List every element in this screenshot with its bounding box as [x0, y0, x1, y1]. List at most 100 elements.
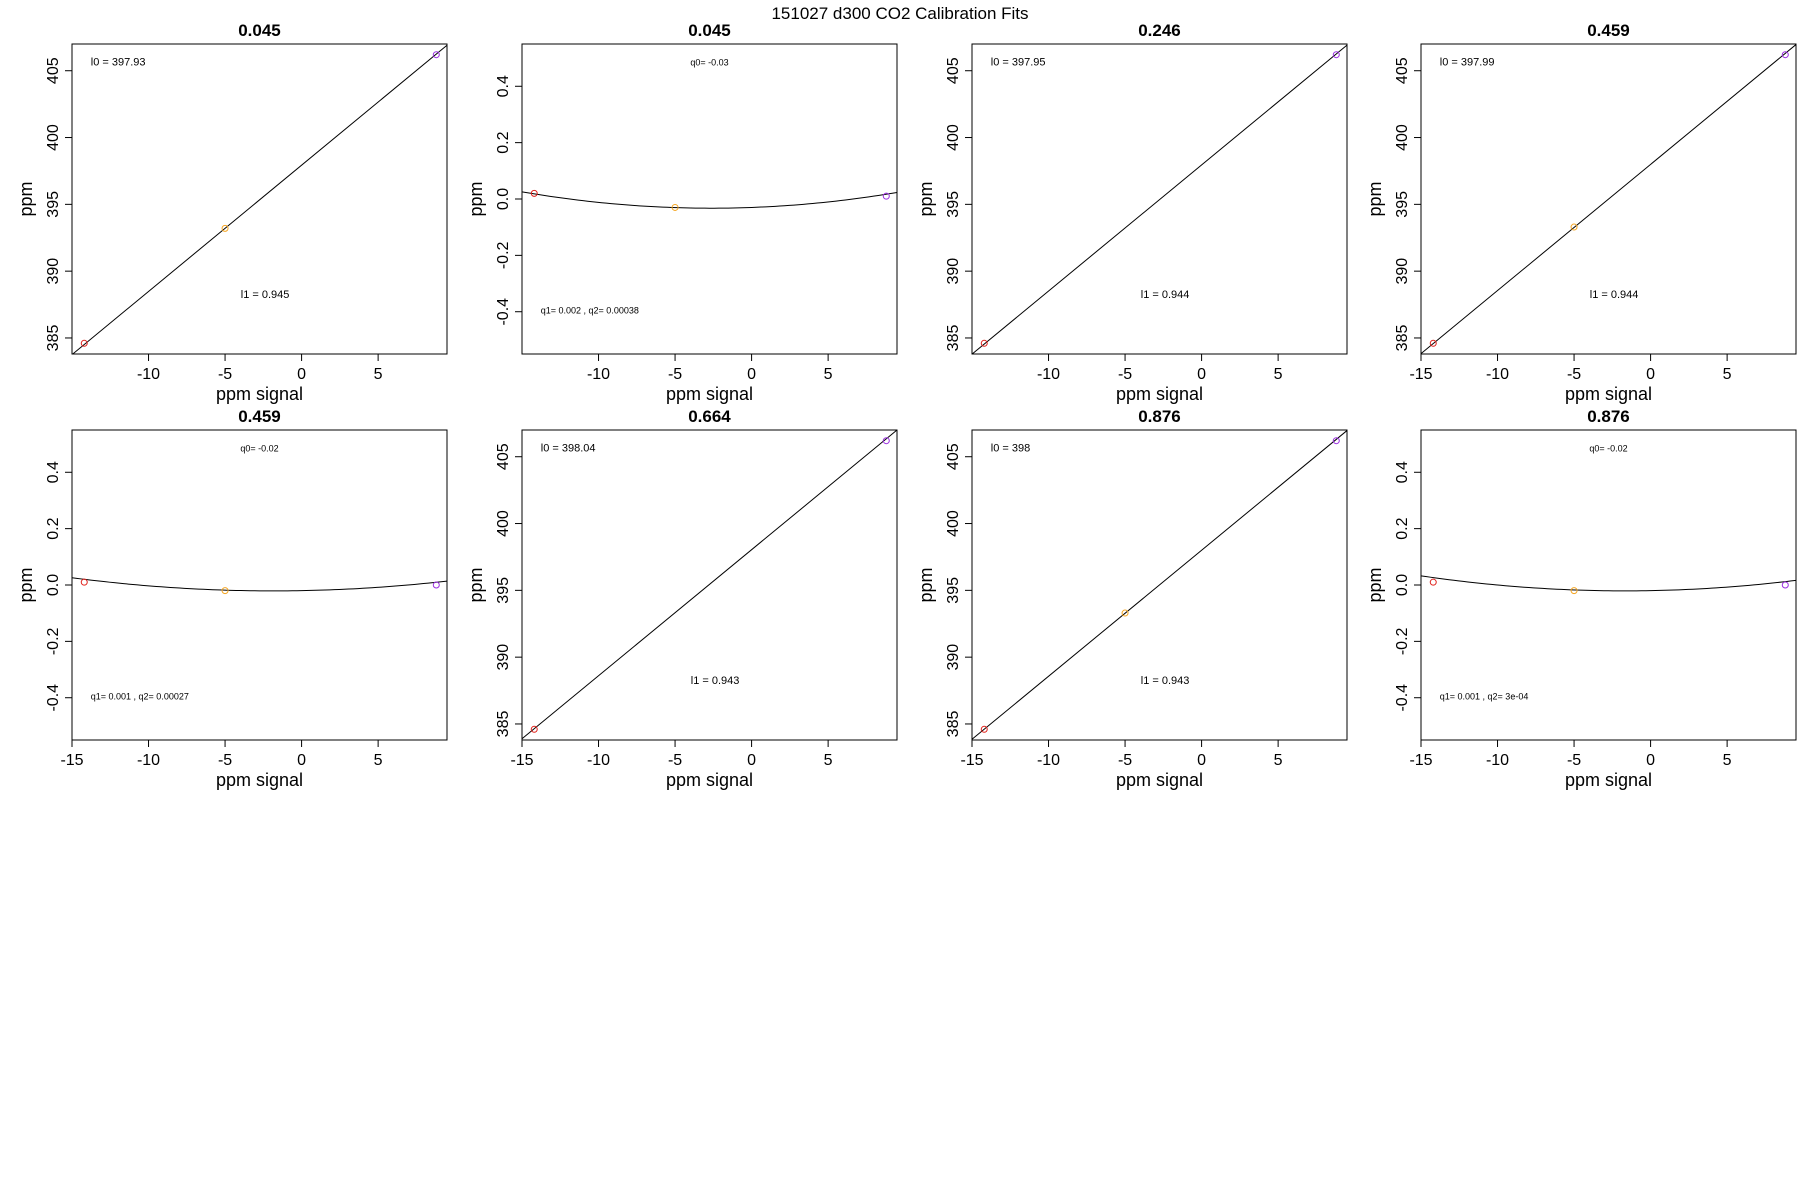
y-tick-label: 395: [945, 577, 962, 604]
data-point: [1429, 339, 1437, 347]
data-point: [1429, 578, 1437, 586]
fit-annotation: l0 = 398.04: [541, 443, 596, 455]
x-tick-label: 5: [374, 752, 383, 769]
fit-annotation: q1= 0.002 , q2= 0.00038: [541, 306, 639, 316]
fit-group: [972, 44, 1347, 354]
data-point: [671, 203, 679, 211]
y-tick-label: 400: [945, 510, 962, 537]
fit-annotation: q0= -0.02: [1589, 444, 1627, 454]
plot-frame: [1420, 43, 1797, 355]
x-tick-label: -5: [668, 752, 682, 769]
panel-7: 0.876 -15 -10 -5 0 5 385 390 395 400 405 ppm signal…: [916, 407, 1348, 790]
y-tick-label: -0.4: [45, 684, 62, 712]
fit-annotation: q0= -0.03: [690, 58, 728, 68]
x-tick-label: -10: [587, 752, 610, 769]
plot-frame: [71, 43, 448, 355]
x-tick-label: 0: [1646, 366, 1655, 383]
fit-group: [72, 577, 447, 592]
fit-annotation: l1 = 0.943: [691, 675, 740, 687]
data-point: [882, 192, 890, 200]
data-point: [221, 587, 229, 595]
fit-annotation: l1 = 0.944: [1141, 289, 1190, 301]
panel-title: 0.664: [688, 407, 731, 426]
fit-line: [1421, 44, 1796, 354]
y-axis-label: ppm: [1365, 567, 1385, 602]
main-title: 151027 d300 CO2 Calibration Fits: [771, 4, 1028, 23]
y-tick-label: 0.2: [45, 517, 62, 539]
panels: 0.045 -10 -5 0 5 385 390 395 400 405 ppm signal ppm…: [16, 21, 1797, 790]
x-tick-label: 5: [1723, 366, 1732, 383]
x-tick-label: 5: [374, 366, 383, 383]
y-tick-label: 400: [945, 124, 962, 151]
data-point: [1121, 609, 1129, 617]
y-tick-label: 385: [45, 325, 62, 352]
y-tick-label: -0.4: [495, 298, 512, 326]
y-tick-label: 395: [495, 577, 512, 604]
panel-title: 0.246: [1138, 21, 1181, 40]
x-tick-label: -5: [1567, 752, 1581, 769]
y-tick-label: 390: [945, 644, 962, 671]
y-axis-label: ppm: [466, 181, 486, 216]
fit-curve: [1421, 575, 1796, 592]
y-tick-label: 400: [45, 124, 62, 151]
data-point: [221, 224, 229, 232]
y-tick-label: 390: [495, 644, 512, 671]
x-tick-label: -10: [1486, 366, 1509, 383]
y-tick-label: -0.2: [495, 241, 512, 269]
panel-title: 0.876: [1138, 407, 1181, 426]
y-tick-label: -0.4: [1394, 684, 1411, 712]
x-tick-label: -10: [1037, 366, 1060, 383]
data-point: [1570, 223, 1578, 231]
fit-group: [522, 191, 897, 209]
x-tick-label: 0: [1197, 366, 1206, 383]
fit-curve: [522, 191, 897, 209]
panel-title: 0.459: [238, 407, 281, 426]
y-tick-label: 0.4: [1394, 461, 1411, 483]
y-tick-label: 0.0: [495, 188, 512, 210]
panel-4: 0.459 -15 -10 -5 0 5 385 390 395 400 405 ppm signal…: [1365, 21, 1797, 404]
fit-annotation: l0 = 398: [991, 443, 1030, 455]
data-point: [530, 725, 538, 733]
y-tick-label: 0.0: [45, 574, 62, 596]
data-point: [80, 578, 88, 586]
y-tick-label: 405: [945, 443, 962, 470]
y-tick-label: 405: [45, 57, 62, 84]
fit-annotation: l1 = 0.943: [1141, 675, 1190, 687]
x-tick-label: -10: [587, 366, 610, 383]
y-axis-label: ppm: [466, 567, 486, 602]
fit-line: [972, 44, 1347, 354]
x-tick-label: 0: [747, 752, 756, 769]
data-point: [1781, 51, 1789, 59]
y-tick-label: 405: [1394, 57, 1411, 84]
x-tick-label: -5: [218, 366, 232, 383]
x-tick-label: -10: [1037, 752, 1060, 769]
panel-2: 0.045 -10 -5 0 5 -0.4 -0.2 0.0 0.2 0.4 ppm signal p…: [466, 21, 898, 404]
x-tick-label: 0: [1197, 752, 1206, 769]
fit-group: [972, 430, 1347, 740]
x-tick-label: -5: [218, 752, 232, 769]
fit-annotation: q1= 0.001 , q2= 3e-04: [1440, 692, 1529, 702]
fit-line: [72, 44, 447, 354]
fit-annotation: q1= 0.001 , q2= 0.00027: [91, 692, 189, 702]
x-tick-label: -10: [1486, 752, 1509, 769]
y-axis-label: ppm: [1365, 181, 1385, 216]
y-tick-label: 400: [1394, 124, 1411, 151]
panel-title: 0.045: [688, 21, 731, 40]
y-tick-label: 0.4: [45, 461, 62, 483]
x-tick-label: -5: [668, 366, 682, 383]
data-point: [980, 339, 988, 347]
y-tick-label: 395: [1394, 191, 1411, 218]
y-tick-label: 385: [1394, 325, 1411, 352]
plot-frame: [971, 43, 1348, 355]
y-tick-label: 405: [495, 443, 512, 470]
y-tick-label: 390: [45, 258, 62, 285]
y-tick-label: -0.2: [1394, 627, 1411, 655]
y-tick-label: -0.2: [45, 627, 62, 655]
fit-group: [1421, 44, 1796, 354]
fit-group: [72, 44, 447, 354]
fit-curve: [72, 577, 447, 592]
fit-annotation: l0 = 397.95: [991, 57, 1046, 69]
fit-annotation: l0 = 397.99: [1440, 57, 1495, 69]
